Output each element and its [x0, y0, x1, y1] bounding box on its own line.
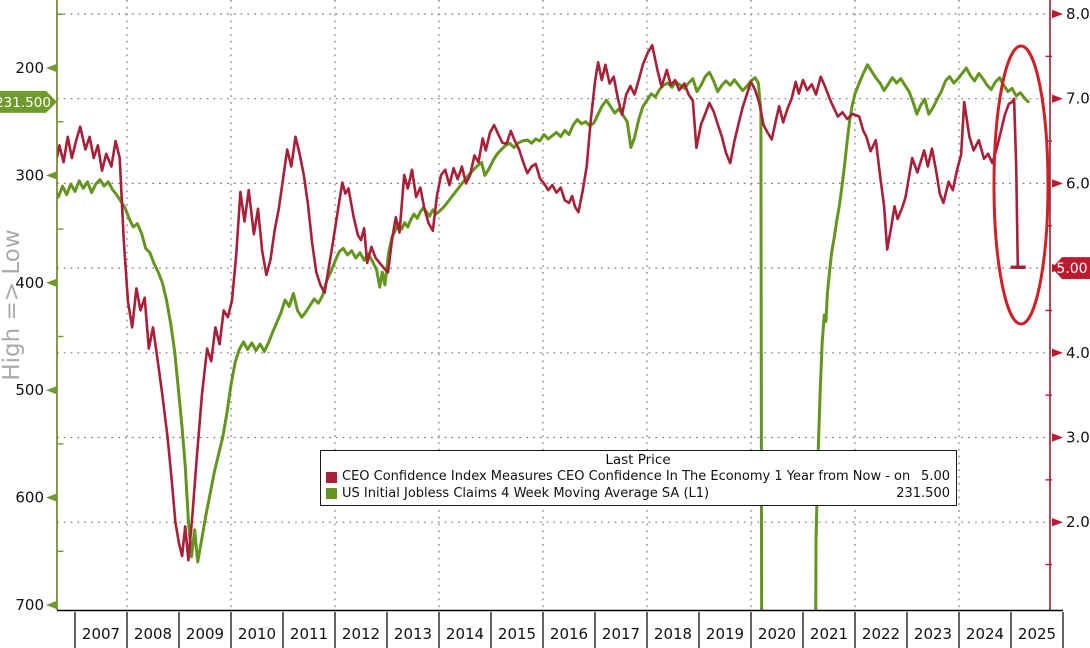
highlight-ellipse-annotation — [992, 44, 1050, 326]
x-axis-year-label: 2022 — [862, 625, 900, 643]
left-tick-arrow-icon — [46, 171, 57, 180]
right-tick-arrow-icon — [1052, 433, 1063, 442]
right-tick-arrow-icon — [1052, 518, 1063, 527]
left-axis-tick-label: 700 — [15, 596, 44, 614]
right-tick-arrow-icon — [1052, 348, 1063, 357]
legend-swatch-icon — [326, 488, 337, 500]
legend-item-value: 5.00 — [921, 469, 950, 485]
right-axis-tick-label: 8.00 — [1066, 5, 1090, 23]
x-axis-year-label: 2015 — [498, 625, 536, 643]
x-axis-year-label: 2016 — [550, 625, 588, 643]
x-axis-year-label: 2012 — [342, 625, 380, 643]
x-axis-year-label: 2020 — [758, 625, 796, 643]
left-axis-tick-label: 200 — [15, 59, 44, 77]
x-axis-year-label: 2023 — [914, 625, 952, 643]
legend-item-0: CEO Confidence Index Measures CEO Confid… — [326, 469, 950, 486]
x-axis-year-label: 2011 — [290, 625, 328, 643]
right-axis-tick-label: 4.00 — [1066, 344, 1090, 362]
x-axis-year-label: 2019 — [706, 625, 744, 643]
x-axis-year-label: 2014 — [446, 625, 484, 643]
legend-item-label: CEO Confidence Index Measures CEO Confid… — [342, 469, 914, 485]
x-axis-year-label: 2010 — [238, 625, 276, 643]
x-axis-year-label: 2021 — [810, 625, 848, 643]
x-axis-year-label: 2017 — [602, 625, 640, 643]
right-axis-tick-label: 6.00 — [1066, 174, 1090, 192]
green-last-price-badge — [0, 90, 57, 113]
left-axis-title: High => Low — [0, 229, 25, 380]
x-axis-year-label: 2024 — [966, 625, 1004, 643]
right-tick-arrow-icon — [1052, 9, 1063, 19]
left-tick-arrow-icon — [46, 493, 57, 502]
right-tick-arrow-icon — [1052, 179, 1063, 188]
red-last-price-badge — [1052, 257, 1090, 280]
left-axis-tick-label: 500 — [15, 381, 44, 399]
x-axis-year-label: 2008 — [134, 625, 172, 643]
x-axis-year-label: 2018 — [654, 625, 692, 643]
legend-swatch-icon — [326, 471, 337, 483]
left-tick-arrow-icon — [46, 600, 57, 610]
right-axis-tick-label: 3.00 — [1066, 429, 1090, 447]
legend-rows: CEO Confidence Index Measures CEO Confid… — [326, 469, 950, 502]
left-axis-tick-label: 600 — [15, 489, 44, 507]
left-tick-arrow-icon — [46, 386, 57, 395]
left-axis-tick-label: 300 — [15, 166, 44, 184]
legend-item-value: 231.500 — [896, 485, 950, 501]
right-axis-tick-label: 2.00 — [1066, 513, 1090, 531]
red-badge-value: 5.00 — [1056, 261, 1087, 277]
legend-item-1: US Initial Jobless Claims 4 Week Moving … — [326, 486, 950, 503]
x-axis-year-label: 2009 — [186, 625, 224, 643]
legend-box: Last Price CEO Confidence Index Measures… — [320, 450, 957, 506]
jobless-claims-line — [57, 63, 1030, 610]
legend-title: Last Price — [605, 452, 671, 468]
right-tick-arrow-icon — [1052, 94, 1063, 103]
x-axis-year-label: 2007 — [82, 625, 120, 643]
left-axis-tick-label: 400 — [15, 274, 44, 292]
x-axis-year-label: 2025 — [1018, 625, 1056, 643]
left-tick-arrow-icon — [46, 278, 57, 287]
right-axis-tick-label: 7.00 — [1066, 90, 1090, 108]
legend-item-label: US Initial Jobless Claims 4 Week Moving … — [342, 485, 710, 501]
green-badge-value: 231.500 — [0, 95, 51, 111]
ceo-confidence-line — [57, 44, 1020, 562]
x-axis-year-label: 2013 — [394, 625, 432, 643]
left-tick-arrow-icon — [46, 63, 57, 73]
